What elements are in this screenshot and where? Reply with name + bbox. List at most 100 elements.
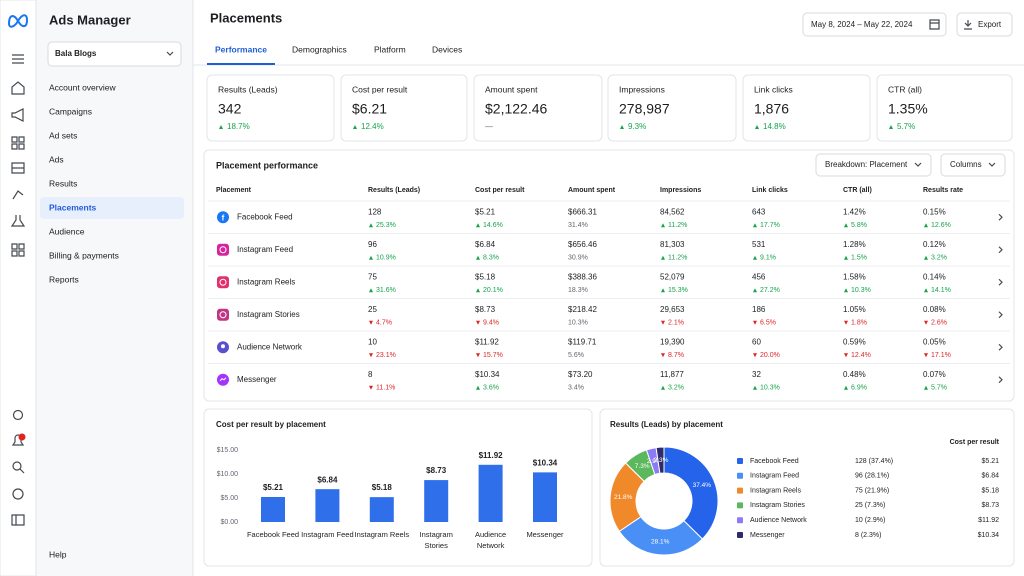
search-icon[interactable] [12, 461, 22, 471]
tab[interactable]: Performance [215, 44, 267, 54]
x-tick-label: Instagram Reels [354, 530, 410, 539]
x-tick-label-box: Instagram Reels [354, 530, 410, 539]
columns-button[interactable] [940, 153, 1006, 177]
table-row[interactable] [208, 364, 1010, 397]
ads-icon[interactable] [11, 162, 25, 174]
date-picker[interactable] [802, 12, 947, 37]
breakdown-button[interactable] [815, 153, 932, 177]
cell-change: 31.6% [376, 287, 396, 294]
table-row[interactable] [208, 331, 1010, 364]
legend-label: Instagram Stories [750, 502, 805, 509]
nav-item[interactable]: Ad sets [49, 130, 77, 140]
instagram-lens [219, 246, 227, 254]
nav-item[interactable]: Ads [49, 154, 64, 164]
trend-arrow [924, 320, 928, 325]
legend-swatch [737, 472, 743, 479]
lab-icon[interactable] [10, 215, 26, 227]
cell-change: 9.4% [483, 320, 499, 327]
trend-arrow [353, 125, 357, 129]
trend-arrow [476, 320, 480, 325]
tools-icon[interactable] [11, 243, 25, 257]
nav-item[interactable]: Account overview [49, 82, 116, 92]
nav-item[interactable]: Reports [49, 274, 79, 284]
nav-item[interactable]: Billing & payments [49, 250, 119, 260]
tab-underline [207, 63, 275, 65]
cell-value: 29,653 [660, 305, 685, 314]
kpi-value: 1.35% [888, 101, 928, 117]
adsets-icon[interactable] [11, 136, 25, 150]
bar [478, 464, 503, 522]
row-chevron [998, 343, 1003, 351]
tab[interactable]: Demographics [292, 44, 347, 54]
nav-item[interactable]: Results [49, 178, 77, 188]
columns-label: Columns [950, 160, 982, 169]
kpi-card [206, 74, 335, 142]
legend-extra: $8.73 [981, 502, 999, 509]
cell-change: 2.1% [668, 320, 684, 327]
trend-arrow [844, 223, 848, 228]
legend-value: 75 (21.9%) [855, 487, 889, 494]
table-row[interactable] [208, 266, 1010, 299]
tab[interactable]: Devices [432, 44, 462, 54]
bar-value-label: $5.18 [372, 483, 393, 492]
cell-value: $8.73 [475, 305, 496, 314]
trend-arrow [755, 125, 759, 129]
cell-value: $5.18 [475, 272, 496, 281]
trend-arrow [620, 125, 624, 129]
results-icon[interactable] [12, 190, 24, 200]
y-tick-label: $10.00 [217, 471, 239, 478]
menu-icon[interactable] [12, 54, 24, 64]
cell-value: 32 [752, 370, 761, 379]
panel-icon[interactable] [11, 514, 25, 526]
x-tick-label: Facebook Feed [246, 530, 300, 539]
bar-value-label: $5.21 [263, 483, 284, 492]
cell-change: 10.3% [851, 287, 871, 294]
trend-arrow [844, 385, 848, 390]
x-tick-label: Instagram Feed [301, 530, 354, 539]
table-row[interactable] [208, 234, 1010, 267]
cell-value: 186 [752, 305, 766, 314]
trend-arrow [924, 288, 928, 293]
table-title: Placement performance [216, 160, 318, 170]
trend-arrow [924, 353, 928, 358]
trend-arrow [476, 223, 480, 228]
settings-icon[interactable] [12, 409, 24, 421]
legend-column-header: Cost per result [950, 439, 1000, 446]
campaign-icon[interactable] [11, 108, 24, 122]
column-header: Results (Leads) [368, 187, 420, 194]
placement-name: Facebook Feed [237, 212, 293, 221]
trend-arrow [476, 353, 480, 358]
cell-change: 27.2% [760, 287, 780, 294]
trend-arrow [369, 255, 373, 260]
home-icon[interactable] [11, 81, 25, 95]
x-tick-label-box: Messenger [526, 530, 563, 539]
bar [533, 472, 557, 522]
cell-value: 10 [368, 337, 377, 346]
meta-logo[interactable] [7, 14, 29, 28]
table-row[interactable] [208, 201, 1010, 234]
kpi-value: 278,987 [619, 101, 670, 117]
nav-item[interactable]: Audience [49, 226, 85, 236]
bell-icon[interactable] [11, 434, 25, 446]
help-link[interactable]: Help [49, 549, 67, 559]
kpi-change: 18.7% [227, 122, 250, 131]
export-button[interactable] [956, 12, 1013, 37]
bar-value-label: $10.34 [533, 458, 558, 467]
placement-name: Messenger [237, 375, 277, 384]
nav-item[interactable]: Placements [49, 202, 97, 212]
cell-value: 1.58% [843, 272, 866, 281]
placement-name: Instagram Stories [237, 310, 300, 319]
export-label: Export [978, 20, 1002, 29]
columns-chevron [988, 162, 996, 167]
help-icon[interactable] [12, 488, 24, 500]
table-row[interactable] [208, 299, 1010, 332]
cell-change: 6.5% [760, 320, 776, 327]
account-select[interactable] [47, 41, 182, 67]
trend-arrow [369, 320, 373, 325]
search-handle [19, 468, 25, 474]
trend-arrow [753, 223, 757, 228]
tab[interactable]: Platform [374, 44, 406, 54]
slice-label: 28.1% [651, 539, 670, 546]
nav-item[interactable]: Campaigns [49, 106, 92, 116]
cell-value: 0.12% [923, 240, 946, 249]
